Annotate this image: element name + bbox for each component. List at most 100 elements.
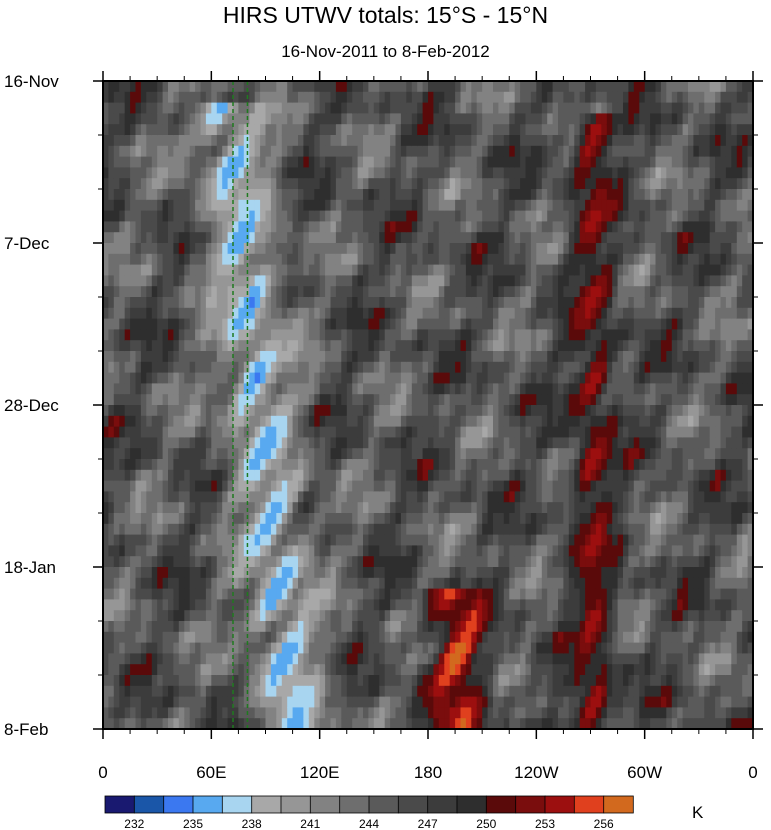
field-cell bbox=[335, 567, 342, 579]
field-cell bbox=[379, 631, 386, 644]
field-cell bbox=[157, 707, 164, 719]
field-cell bbox=[536, 685, 543, 698]
field-cell bbox=[379, 383, 386, 395]
field-cell bbox=[276, 156, 283, 168]
field-cell bbox=[146, 415, 153, 428]
field-cell bbox=[189, 653, 196, 665]
field-cell bbox=[525, 534, 532, 546]
field-cell bbox=[200, 664, 207, 676]
field-cell bbox=[547, 599, 554, 611]
field-cell bbox=[281, 459, 288, 471]
field-cell bbox=[547, 81, 554, 93]
field-cell bbox=[373, 145, 380, 158]
field-cell bbox=[162, 567, 169, 579]
field-cell bbox=[195, 621, 202, 633]
field-cell bbox=[281, 210, 288, 222]
field-cell bbox=[113, 491, 120, 503]
field-cell bbox=[184, 167, 191, 179]
field-cell bbox=[130, 545, 137, 557]
field-cell bbox=[195, 502, 202, 514]
field-cell bbox=[173, 372, 180, 384]
field-cell bbox=[173, 664, 180, 676]
field-cell bbox=[471, 210, 478, 222]
field-cell bbox=[417, 178, 424, 190]
field-cell bbox=[276, 718, 283, 729]
field-cell bbox=[379, 664, 386, 676]
field-cell bbox=[373, 513, 380, 525]
field-cell bbox=[157, 491, 164, 503]
field-cell bbox=[471, 685, 478, 698]
field-cell bbox=[270, 642, 277, 654]
field-cell bbox=[276, 383, 283, 395]
field-cell bbox=[357, 545, 364, 557]
field-cell bbox=[124, 351, 131, 363]
field-cell bbox=[541, 556, 548, 568]
field-cell bbox=[384, 685, 391, 698]
field-cell bbox=[422, 91, 429, 104]
field-cell bbox=[184, 685, 191, 698]
field-cell bbox=[509, 372, 516, 384]
field-cell bbox=[325, 523, 332, 536]
field-cell bbox=[227, 415, 234, 428]
field-cell bbox=[200, 232, 207, 244]
field-cell bbox=[384, 523, 391, 536]
field-cell bbox=[157, 675, 164, 687]
field-cell bbox=[200, 696, 207, 708]
field-cell bbox=[319, 113, 326, 125]
field-cell bbox=[178, 707, 185, 719]
field-cell bbox=[292, 178, 299, 190]
field-cell bbox=[476, 556, 483, 568]
field-cell bbox=[292, 243, 299, 255]
field-cell bbox=[487, 102, 494, 114]
field-cell bbox=[260, 631, 267, 644]
field-cell bbox=[195, 124, 202, 136]
field-cell bbox=[119, 448, 126, 460]
field-cell bbox=[476, 199, 483, 212]
field-cell bbox=[536, 199, 543, 212]
field-cell bbox=[444, 189, 451, 201]
field-cell bbox=[227, 588, 234, 600]
field-cell bbox=[335, 415, 342, 428]
field-cell bbox=[103, 469, 109, 482]
field-cell bbox=[503, 253, 510, 266]
field-cell bbox=[503, 696, 510, 708]
field-cell bbox=[119, 243, 126, 255]
field-cell bbox=[368, 631, 375, 644]
field-cell bbox=[541, 534, 548, 546]
field-cell bbox=[140, 491, 147, 503]
field-cell bbox=[227, 577, 234, 590]
field-cell bbox=[276, 469, 283, 482]
field-cell bbox=[514, 253, 521, 266]
field-cell bbox=[422, 426, 429, 438]
field-cell bbox=[238, 253, 245, 266]
field-cell bbox=[325, 685, 332, 698]
field-cell bbox=[227, 340, 234, 352]
field-cell bbox=[417, 480, 424, 492]
field-cell bbox=[265, 707, 272, 719]
field-cell bbox=[536, 264, 543, 276]
field-cell bbox=[200, 156, 207, 168]
field-cell bbox=[455, 351, 462, 363]
field-cell bbox=[135, 610, 142, 622]
field-cell bbox=[270, 696, 277, 708]
field-cell bbox=[168, 642, 174, 654]
field-cell bbox=[465, 610, 472, 622]
field-cell bbox=[390, 588, 397, 600]
field-cell bbox=[335, 124, 342, 136]
field-cell bbox=[357, 307, 364, 320]
field-cell bbox=[200, 351, 207, 363]
field-cell bbox=[168, 102, 174, 114]
field-cell bbox=[292, 340, 299, 352]
field-cell bbox=[493, 264, 499, 276]
field-cell bbox=[509, 145, 516, 158]
field-cell bbox=[135, 199, 142, 212]
field-cell bbox=[547, 307, 554, 320]
field-cell bbox=[530, 707, 537, 719]
field-cell bbox=[493, 642, 499, 654]
field-cell bbox=[503, 221, 510, 233]
field-cell bbox=[130, 91, 137, 104]
field-cell bbox=[254, 253, 261, 266]
field-cell bbox=[103, 199, 109, 212]
field-cell bbox=[444, 556, 451, 568]
field-cell bbox=[298, 459, 304, 471]
